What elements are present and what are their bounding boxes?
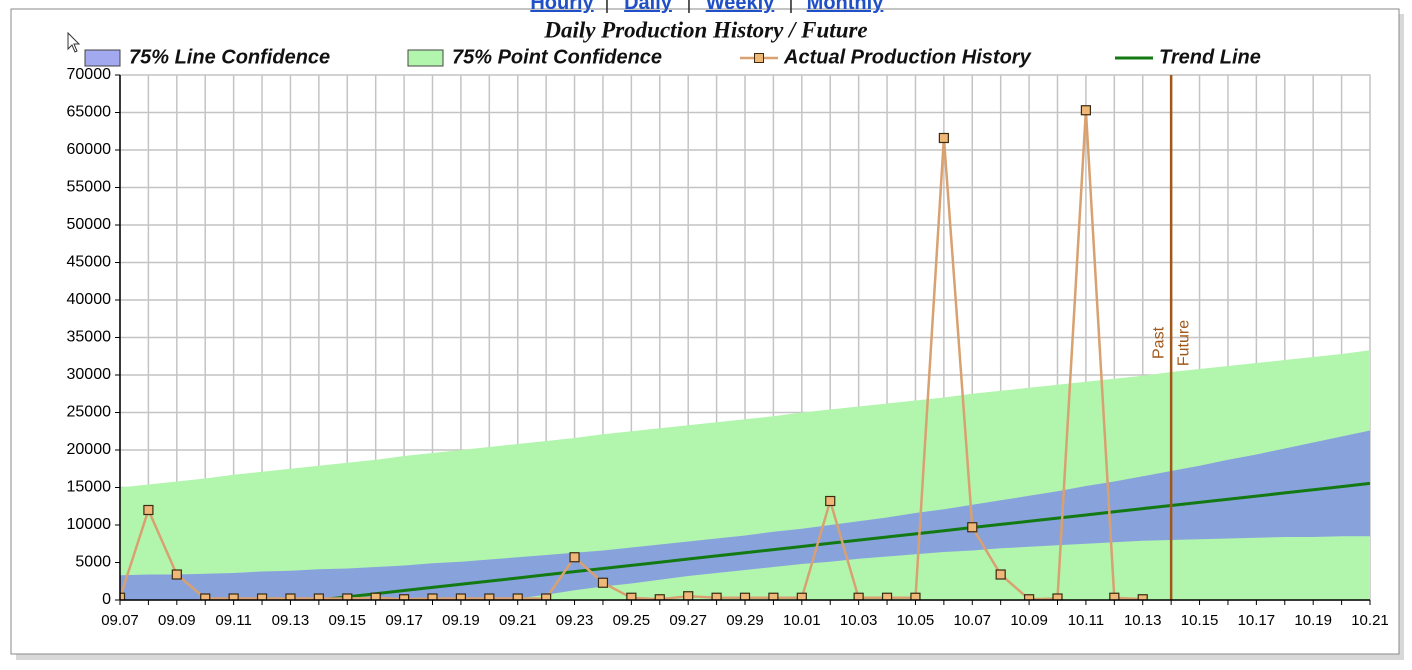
trend-line <box>318 481 1370 600</box>
x-tick-label: 09.21 <box>499 612 537 629</box>
x-tick-label: 09.09 <box>158 612 196 629</box>
x-tick-label: 10.11 <box>1068 612 1104 629</box>
data-point <box>995 569 1006 580</box>
mouse-cursor <box>67 31 81 53</box>
future-label: Future <box>1175 320 1192 366</box>
x-tick-label: 09.23 <box>556 612 594 629</box>
x-tick-label: 09.17 <box>385 612 423 629</box>
legend-label: 75% Point Confidence <box>452 46 662 68</box>
data-point <box>120 592 126 600</box>
nav-link[interactable]: Daily <box>624 0 673 14</box>
data-point <box>739 592 751 600</box>
x-tick-label: 10.03 <box>840 612 878 629</box>
nav-separator: | <box>604 0 609 14</box>
data-point <box>967 522 978 533</box>
data-point <box>569 552 580 563</box>
x-tick-label: 09.25 <box>613 612 651 629</box>
x-tick-label: 10.09 <box>1010 612 1048 629</box>
x-tick-label: 10.07 <box>953 612 991 629</box>
data-point <box>853 592 864 600</box>
y-tick-label: 5000 <box>75 554 111 571</box>
x-tick-label: 10.05 <box>897 612 935 629</box>
confidence-band <box>120 430 1370 600</box>
y-tick-label: 20000 <box>67 441 112 458</box>
legend-label: Actual Production History <box>783 46 1032 68</box>
y-tick-label: 10000 <box>67 516 112 533</box>
data-point <box>256 593 268 600</box>
data-point <box>484 593 495 600</box>
x-tick-label: 10.21 <box>1351 612 1389 629</box>
data-point <box>228 593 239 600</box>
data-point <box>285 593 296 600</box>
legend: 75% Line Confidence 75% Point Confidence A… <box>84 46 1261 68</box>
chart-title: Daily Production History / Future <box>543 17 867 42</box>
x-tick-label: 10.19 <box>1294 612 1332 629</box>
nav-link[interactable]: Weekly <box>706 0 775 14</box>
data-point <box>342 593 353 600</box>
legend-label: 75% Line Confidence <box>129 46 330 68</box>
past-label: Past <box>1150 326 1167 359</box>
nav-separator: | <box>788 0 793 14</box>
data-point <box>171 569 182 580</box>
data-point <box>597 577 609 588</box>
data-point <box>427 593 438 600</box>
x-tick-label: 09.27 <box>669 612 707 629</box>
data-point <box>1052 593 1063 600</box>
data-point <box>512 593 523 600</box>
nav-link[interactable]: Hourly <box>530 0 594 14</box>
y-tick-label: 0 <box>102 591 111 608</box>
y-tick-label: 70000 <box>67 66 112 83</box>
x-tick-label: 09.29 <box>726 612 764 629</box>
y-tick-label: 50000 <box>67 216 112 233</box>
series-layer <box>120 105 1370 600</box>
y-tick-label: 65000 <box>67 104 112 121</box>
x-tick-label: 09.13 <box>272 612 310 629</box>
x-tick-label: 09.19 <box>442 612 480 629</box>
legend-swatch <box>407 49 444 67</box>
data-point <box>143 504 154 516</box>
data-point <box>200 593 211 600</box>
legend-label: Trend Line <box>1159 46 1261 68</box>
y-tick-label: 55000 <box>67 179 112 196</box>
data-point <box>683 591 694 600</box>
nav-separator: | <box>686 0 691 14</box>
data-point <box>881 592 893 600</box>
plot-area: 09.07 09.09 09.11 09.13 09.15 09.17 09.19 09.21… <box>67 66 1389 629</box>
data-point <box>796 592 807 600</box>
legend-marker <box>754 53 764 63</box>
data-point <box>1080 105 1092 116</box>
data-point <box>626 592 637 600</box>
x-tick-label: 09.07 <box>101 612 139 629</box>
y-tick-label: 40000 <box>67 291 112 308</box>
x-tick-label: 10.01 <box>783 612 821 629</box>
y-tick-label: 25000 <box>67 404 112 421</box>
data-point <box>825 495 836 507</box>
data-point <box>541 593 552 600</box>
legend-swatch <box>84 49 121 67</box>
data-point <box>313 593 324 600</box>
y-tick-label: 35000 <box>67 329 112 346</box>
y-tick-label: 45000 <box>67 254 112 271</box>
y-tick-label: 30000 <box>67 366 112 383</box>
x-tick-label: 10.15 <box>1181 612 1219 629</box>
x-tick-label: 10.13 <box>1124 612 1162 629</box>
y-tick-label: 60000 <box>67 141 112 158</box>
data-point <box>370 592 381 600</box>
nav-link[interactable]: Monthly <box>807 0 885 14</box>
data-point <box>711 592 722 600</box>
data-point <box>455 593 467 600</box>
data-point <box>1109 592 1120 600</box>
x-tick-label: 09.15 <box>328 612 366 629</box>
data-point <box>910 592 921 600</box>
x-tick-label: 09.11 <box>215 612 251 629</box>
data-point <box>768 592 779 600</box>
y-tick-label: 15000 <box>67 479 112 496</box>
x-tick-label: 10.17 <box>1238 612 1276 629</box>
data-point <box>938 132 949 144</box>
